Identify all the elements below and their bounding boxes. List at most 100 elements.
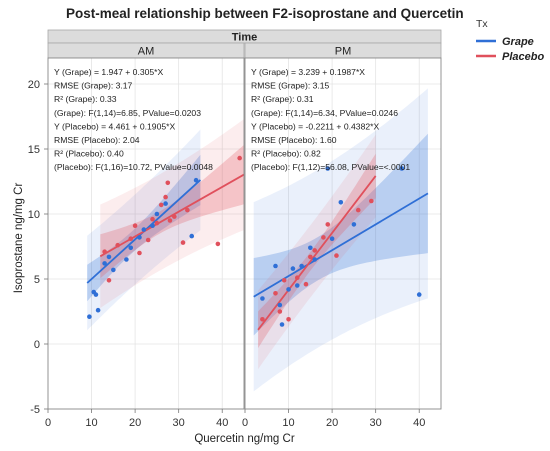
annotation-am-0: Y (Grape) = 1.947 + 0.305*X xyxy=(54,67,164,77)
legend-title: Tx xyxy=(476,18,488,30)
y-tick-label: 20 xyxy=(28,79,40,91)
data-point-placebo xyxy=(163,194,168,200)
annotation-am-4: Y (Placebo) = 4.461 + 0.1905*X xyxy=(54,121,175,131)
data-point-grape xyxy=(193,177,199,183)
data-point-placebo xyxy=(102,249,107,254)
prediction-band-placebo-am xyxy=(100,119,244,308)
data-point-grape xyxy=(128,245,134,251)
data-point-grape xyxy=(325,166,331,171)
annotation-am-6: R² (Placebo): 0.40 xyxy=(54,149,124,159)
data-point-grape xyxy=(294,283,300,288)
data-point-placebo xyxy=(172,214,177,219)
x-tick-label: 10 xyxy=(282,417,294,429)
data-point-grape xyxy=(189,233,195,239)
chart-title: Post-meal relationship between F2-isopro… xyxy=(66,6,464,21)
fit-line-placebo-am xyxy=(99,173,244,258)
data-point-placebo xyxy=(150,216,155,222)
panel-frame-am xyxy=(47,57,245,410)
data-point-placebo xyxy=(325,222,331,227)
data-point-placebo xyxy=(237,155,242,161)
data-point-grape xyxy=(93,292,99,297)
annotation-pm-1: RMSE (Grape): 3.15 xyxy=(251,81,330,91)
y-axis: -5 0 5 10 15 20 xyxy=(28,79,48,416)
data-point-placebo xyxy=(312,248,317,253)
data-point-placebo xyxy=(281,278,287,283)
facet-header-strip xyxy=(47,29,442,44)
data-point-placebo xyxy=(260,317,265,322)
annotation-pm-7: (Placebo): F(1,12)=56.08, PValue=<.0001 xyxy=(251,162,410,172)
facet-strips: Time AM PM xyxy=(47,29,442,59)
facet-header-label: Time xyxy=(232,32,257,44)
data-point-grape xyxy=(273,263,278,269)
x-tick-label: 0 xyxy=(45,417,51,429)
y-tick-label: 15 xyxy=(28,144,40,156)
x-tick-label: 30 xyxy=(173,417,185,429)
y-tick-label: 0 xyxy=(34,339,40,351)
legend: Tx Grape Placebo xyxy=(476,18,544,63)
annotation-pm-2: R² (Grape): 0.31 xyxy=(251,94,314,104)
data-point-placebo xyxy=(277,309,283,314)
data-point-placebo xyxy=(273,291,278,296)
facet-label-am: AM xyxy=(138,46,155,58)
confidence-band-placebo-am xyxy=(100,144,244,279)
panel-background-pm xyxy=(245,58,441,409)
data-point-placebo xyxy=(294,275,300,281)
data-point-grape xyxy=(312,257,317,262)
x-axis: 0 10 20 30 40 0 10 20 30 40 xyxy=(45,409,425,429)
data-point-grape xyxy=(102,261,107,266)
data-point-grape xyxy=(308,245,313,251)
data-point-grape xyxy=(141,227,147,232)
x-tick-label: 40 xyxy=(413,417,425,429)
x-tick-label: 20 xyxy=(326,417,338,429)
data-point-grape xyxy=(154,211,160,217)
annotation-pm-3: (Grape): F(1,14)=6.34, PValue=0.0246 xyxy=(251,108,398,118)
x-tick-label: 10 xyxy=(85,417,97,429)
data-point-grape xyxy=(399,166,405,171)
annotation-pm-5: RMSE (Placebo): 1.60 xyxy=(251,135,337,145)
y-axis-label: Isoprostane ng/mg Cr xyxy=(13,183,25,294)
data-point-grape xyxy=(260,296,265,301)
data-point-grape xyxy=(163,201,168,206)
x-tick-label: 0 xyxy=(242,417,248,429)
data-point-placebo xyxy=(132,223,138,228)
data-point-grape xyxy=(124,257,129,262)
fit-line-placebo-pm xyxy=(257,175,377,331)
data-point-placebo xyxy=(115,242,120,248)
data-point-grape xyxy=(95,307,101,313)
data-point-placebo xyxy=(355,207,361,213)
panel-background-am xyxy=(48,58,244,409)
data-point-grape xyxy=(351,222,357,227)
prediction-band-grape-pm xyxy=(253,88,428,392)
annotation-am-1: RMSE (Grape): 3.17 xyxy=(54,81,133,91)
data-point-placebo xyxy=(137,250,142,256)
y-tick-label: 10 xyxy=(28,209,40,221)
data-point-placebo xyxy=(303,281,309,287)
data-point-placebo xyxy=(369,198,374,204)
data-point-placebo xyxy=(286,317,291,322)
data-point-placebo xyxy=(167,218,173,223)
data-point-grape xyxy=(279,322,285,327)
annotation-pm-4: Y (Placebo) = -0.2211 + 0.4382*X xyxy=(251,121,379,131)
panel-pm: Y (Grape) = 3.239 + 0.1987*X RMSE (Grape)… xyxy=(244,57,442,410)
data-point-grape xyxy=(106,254,112,260)
panel-plot-area-am xyxy=(86,119,244,331)
data-point-grape xyxy=(286,287,291,292)
annotation-am-2: R² (Grape): 0.33 xyxy=(54,94,117,104)
panel-frame-pm xyxy=(244,57,442,410)
data-point-placebo xyxy=(145,237,151,243)
legend-placebo-label: Placebo xyxy=(502,51,544,63)
annotation-am-5: RMSE (Placebo): 2.04 xyxy=(54,135,140,145)
data-point-grape xyxy=(329,236,335,241)
data-point-placebo xyxy=(321,235,326,240)
facet-label-pm: PM xyxy=(335,46,352,58)
data-point-grape xyxy=(277,302,283,308)
data-point-placebo xyxy=(158,202,164,208)
annotation-pm-6: R² (Placebo): 0.82 xyxy=(251,149,321,159)
y-tick-label: -5 xyxy=(30,404,40,416)
data-point-placebo xyxy=(308,254,313,260)
data-point-grape xyxy=(416,292,422,297)
panel-plot-area-pm xyxy=(253,88,429,392)
x-axis-label: Quercetin ng/mg Cr xyxy=(194,433,295,445)
legend-grape-label: Grape xyxy=(502,36,534,48)
